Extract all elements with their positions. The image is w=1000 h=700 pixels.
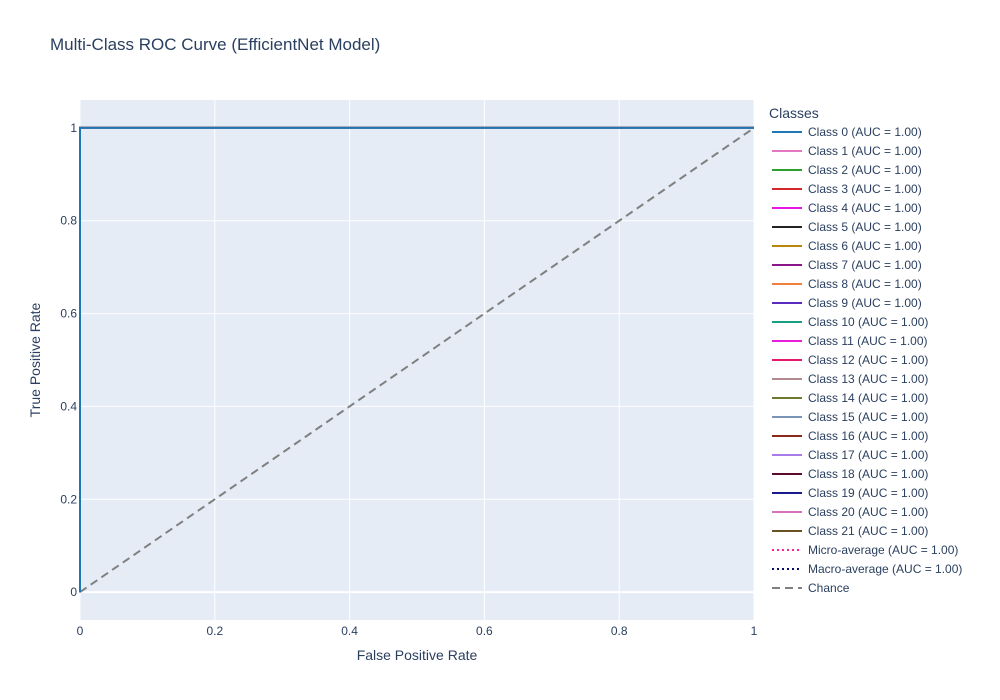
y-tick-label: 0.6 <box>60 307 77 321</box>
legend-title: Classes <box>769 105 819 121</box>
legend-item[interactable]: Class 5 (AUC = 1.00) <box>772 220 922 234</box>
y-tick-label: 0 <box>70 585 77 599</box>
legend-label: Class 16 (AUC = 1.00) <box>808 429 928 443</box>
x-tick-label: 0.2 <box>206 624 223 638</box>
chart-title: Multi-Class ROC Curve (EfficientNet Mode… <box>50 35 380 54</box>
legend-item[interactable]: Class 13 (AUC = 1.00) <box>772 372 928 386</box>
legend: Classes Class 0 (AUC = 1.00) Class 1 (AUC… <box>769 105 962 595</box>
legend-label: Class 2 (AUC = 1.00) <box>808 163 922 177</box>
x-tick-label: 0.8 <box>611 624 628 638</box>
legend-items: Class 0 (AUC = 1.00) Class 1 (AUC = 1.00)… <box>772 125 962 595</box>
legend-label: Class 20 (AUC = 1.00) <box>808 505 928 519</box>
legend-label: Class 9 (AUC = 1.00) <box>808 296 922 310</box>
legend-item[interactable]: Class 3 (AUC = 1.00) <box>772 182 922 196</box>
legend-label: Class 3 (AUC = 1.00) <box>808 182 922 196</box>
legend-item[interactable]: Class 6 (AUC = 1.00) <box>772 239 922 253</box>
legend-item[interactable]: Macro-average (AUC = 1.00) <box>772 562 962 576</box>
legend-label: Class 17 (AUC = 1.00) <box>808 448 928 462</box>
legend-item[interactable]: Chance <box>772 581 850 595</box>
legend-item[interactable]: Class 10 (AUC = 1.00) <box>772 315 928 329</box>
legend-label: Class 8 (AUC = 1.00) <box>808 277 922 291</box>
legend-label: Class 21 (AUC = 1.00) <box>808 524 928 538</box>
legend-label: Macro-average (AUC = 1.00) <box>808 562 962 576</box>
x-axis-title: False Positive Rate <box>357 647 478 663</box>
legend-item[interactable]: Class 0 (AUC = 1.00) <box>772 125 922 139</box>
legend-item[interactable]: Class 14 (AUC = 1.00) <box>772 391 928 405</box>
x-tick-label: 0.4 <box>341 624 358 638</box>
legend-item[interactable]: Micro-average (AUC = 1.00) <box>772 543 958 557</box>
legend-label: Chance <box>808 581 850 595</box>
legend-item[interactable]: Class 1 (AUC = 1.00) <box>772 144 922 158</box>
x-tick-label: 0.6 <box>476 624 493 638</box>
y-tick-label: 0.8 <box>60 214 77 228</box>
legend-item[interactable]: Class 11 (AUC = 1.00) <box>772 334 928 348</box>
legend-label: Class 19 (AUC = 1.00) <box>808 486 928 500</box>
legend-label: Class 18 (AUC = 1.00) <box>808 467 928 481</box>
legend-label: Class 7 (AUC = 1.00) <box>808 258 922 272</box>
y-axis-ticks: 0 0.2 0.4 0.6 0.8 1 <box>60 121 77 599</box>
legend-item[interactable]: Class 15 (AUC = 1.00) <box>772 410 928 424</box>
gridlines <box>79 100 755 620</box>
legend-label: Class 1 (AUC = 1.00) <box>808 144 922 158</box>
legend-item[interactable]: Class 20 (AUC = 1.00) <box>772 505 928 519</box>
legend-item[interactable]: Class 16 (AUC = 1.00) <box>772 429 928 443</box>
legend-item[interactable]: Class 7 (AUC = 1.00) <box>772 258 922 272</box>
y-axis-title: True Positive Rate <box>27 302 43 417</box>
legend-item[interactable]: Class 18 (AUC = 1.00) <box>772 467 928 481</box>
legend-label: Class 6 (AUC = 1.00) <box>808 239 922 253</box>
legend-label: Class 5 (AUC = 1.00) <box>808 220 922 234</box>
legend-item[interactable]: Class 9 (AUC = 1.00) <box>772 296 922 310</box>
y-tick-label: 0.2 <box>60 492 77 506</box>
legend-label: Class 14 (AUC = 1.00) <box>808 391 928 405</box>
x-tick-label: 1 <box>751 624 758 638</box>
legend-item[interactable]: Class 17 (AUC = 1.00) <box>772 448 928 462</box>
legend-label: Class 10 (AUC = 1.00) <box>808 315 928 329</box>
y-tick-label: 0.4 <box>60 399 77 413</box>
y-tick-label: 1 <box>70 121 77 135</box>
series-line-0 <box>79 126 754 593</box>
series-lines <box>79 126 755 593</box>
series-line-24 <box>79 127 755 593</box>
legend-item[interactable]: Class 4 (AUC = 1.00) <box>772 201 922 215</box>
legend-label: Micro-average (AUC = 1.00) <box>808 543 958 557</box>
x-axis-ticks: 0 0.2 0.4 0.6 0.8 1 <box>77 624 758 638</box>
legend-label: Class 11 (AUC = 1.00) <box>808 334 928 348</box>
legend-item[interactable]: Class 21 (AUC = 1.00) <box>772 524 928 538</box>
legend-label: Class 15 (AUC = 1.00) <box>808 410 928 424</box>
legend-item[interactable]: Class 8 (AUC = 1.00) <box>772 277 922 291</box>
legend-item[interactable]: Class 12 (AUC = 1.00) <box>772 353 928 367</box>
legend-label: Class 12 (AUC = 1.00) <box>808 353 928 367</box>
legend-item[interactable]: Class 2 (AUC = 1.00) <box>772 163 922 177</box>
legend-item[interactable]: Class 19 (AUC = 1.00) <box>772 486 928 500</box>
legend-label: Class 13 (AUC = 1.00) <box>808 372 928 386</box>
legend-label: Class 4 (AUC = 1.00) <box>808 201 922 215</box>
x-tick-label: 0 <box>77 624 84 638</box>
legend-label: Class 0 (AUC = 1.00) <box>808 125 922 139</box>
